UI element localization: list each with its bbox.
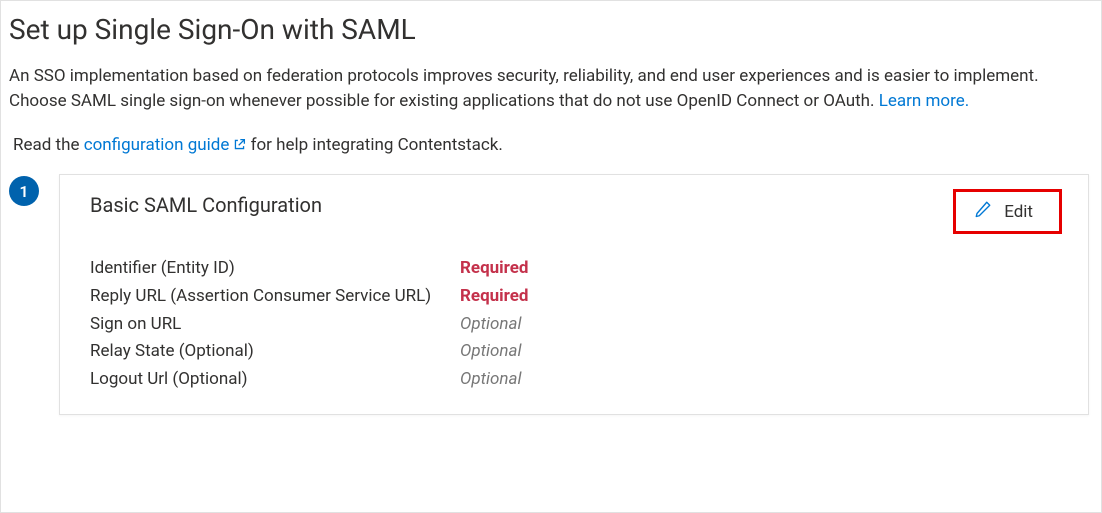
table-row: Logout Url (Optional) Optional xyxy=(90,367,1062,392)
step-container: 1 Basic SAML Configuration Edit Identifi… xyxy=(9,174,1089,415)
config-label: Reply URL (Assertion Consumer Service UR… xyxy=(90,284,460,309)
card-title: Basic SAML Configuration xyxy=(90,193,322,217)
config-value: Optional xyxy=(460,312,522,337)
table-row: Identifier (Entity ID) Required xyxy=(90,256,1062,281)
edit-button[interactable]: Edit xyxy=(953,189,1062,234)
external-link-icon xyxy=(233,136,246,156)
configuration-guide-link[interactable]: configuration guide xyxy=(84,135,247,155)
pencil-icon xyxy=(974,200,992,223)
step-badge: 1 xyxy=(9,176,39,206)
config-label: Relay State (Optional) xyxy=(90,339,460,364)
help-post: for help integrating Contentstack. xyxy=(246,135,503,155)
page-description: An SSO implementation based on federatio… xyxy=(9,64,1089,113)
config-label: Sign on URL xyxy=(90,312,460,337)
table-row: Sign on URL Optional xyxy=(90,312,1062,337)
config-value: Required xyxy=(460,284,529,309)
help-pre: Read the xyxy=(13,135,84,155)
edit-label: Edit xyxy=(1004,202,1033,222)
config-label: Identifier (Entity ID) xyxy=(90,256,460,281)
config-label: Logout Url (Optional) xyxy=(90,367,460,392)
saml-config-card: Basic SAML Configuration Edit Identifier… xyxy=(59,174,1089,415)
config-value: Optional xyxy=(460,367,522,392)
page-title: Set up Single Sign-On with SAML xyxy=(9,13,1089,46)
config-table: Identifier (Entity ID) Required Reply UR… xyxy=(90,256,1062,391)
card-header: Basic SAML Configuration Edit xyxy=(90,193,1062,234)
config-value: Optional xyxy=(460,339,522,364)
table-row: Relay State (Optional) Optional xyxy=(90,339,1062,364)
config-value: Required xyxy=(460,256,529,281)
learn-more-link[interactable]: Learn more. xyxy=(879,91,970,111)
help-line: Read the configuration guide for help in… xyxy=(13,135,1089,156)
table-row: Reply URL (Assertion Consumer Service UR… xyxy=(90,284,1062,309)
